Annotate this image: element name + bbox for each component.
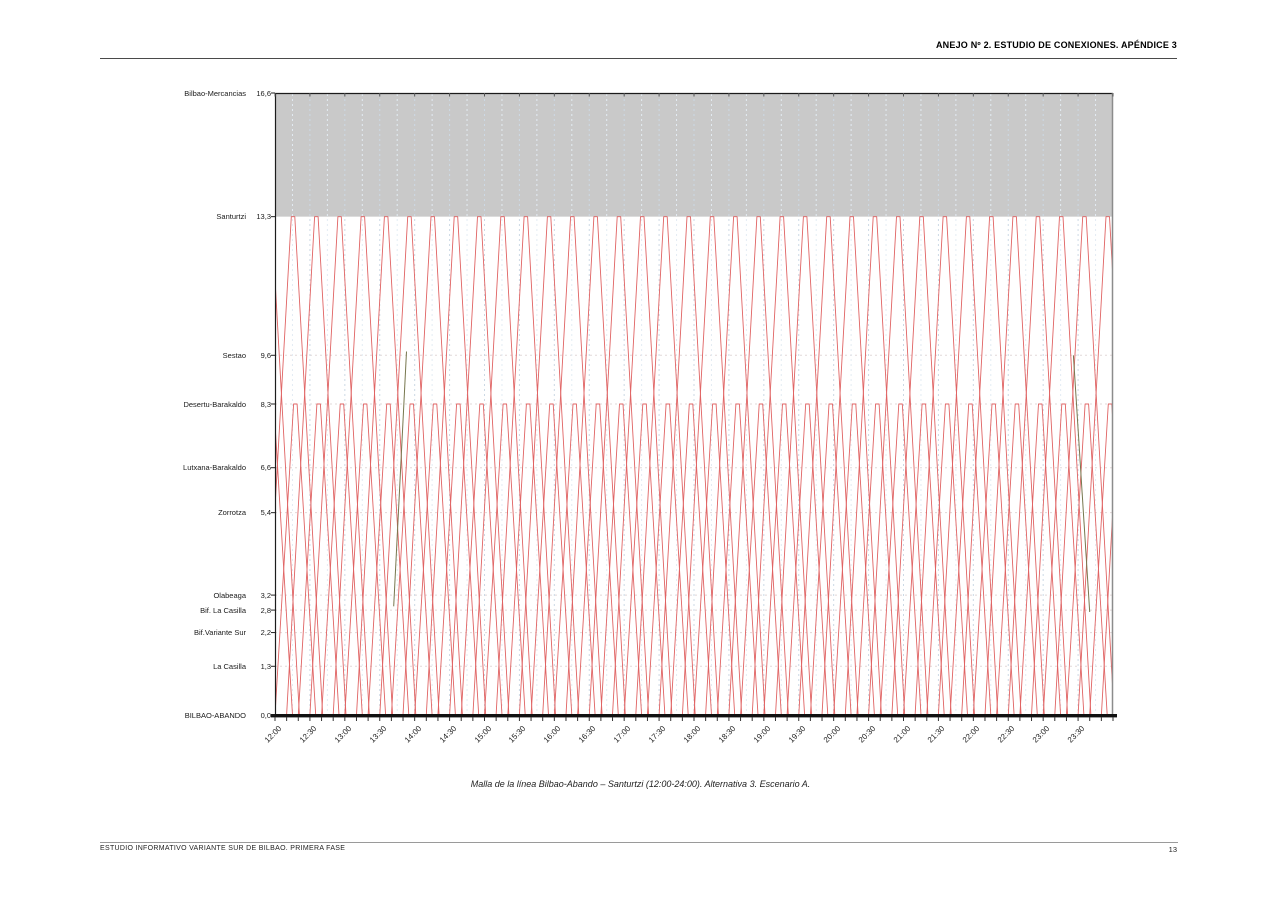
train-paths — [275, 216, 1184, 715]
station-name: Bif. La Casilla — [200, 605, 246, 615]
figure-caption: Malla de la línea Bilbao-Abando – Santur… — [470, 779, 811, 789]
station-km: 2,8 — [260, 605, 271, 615]
train-path — [670, 403, 712, 715]
header-rule — [100, 58, 1177, 59]
train-path — [949, 403, 992, 715]
footer-rule — [100, 842, 1178, 843]
station-name: Sestao — [222, 350, 246, 360]
train-path — [460, 403, 503, 715]
station-name: Bilbao-Mercancias — [184, 88, 246, 98]
other-train-path — [393, 351, 407, 607]
station-name: Lutxana-Barakaldo — [183, 463, 246, 473]
train-path — [484, 403, 526, 715]
train-path — [833, 403, 875, 715]
train-path — [414, 403, 456, 715]
station-km: 16,6 — [256, 88, 271, 98]
train-path — [577, 403, 619, 715]
station-km: 9,6 — [260, 350, 271, 360]
station-name: Bif.Variante Sur — [194, 628, 246, 638]
station-km: 1,3 — [260, 661, 271, 671]
other-train-path — [1072, 355, 1091, 613]
station-km: 8,3 — [260, 399, 271, 409]
train-path — [972, 403, 1015, 715]
train-path — [809, 403, 852, 715]
train-path — [390, 403, 433, 715]
train-path — [1136, 404, 1177, 715]
station-name: Olabeaga — [213, 590, 246, 600]
page-header: ANEJO Nº 2. ESTUDIO DE CONEXIONES. APÉND… — [935, 40, 1177, 50]
train-path — [1065, 403, 1108, 715]
train-path — [856, 403, 899, 715]
train-path — [275, 271, 300, 715]
station-name: Santurtzi — [216, 212, 246, 222]
station-name: BILBAO-ABANDO — [184, 710, 246, 720]
train-path — [926, 403, 968, 715]
footer-title: ESTUDIO INFORMATIVO VARIANTE SUR DE BILB… — [100, 845, 346, 852]
train-path — [275, 403, 317, 715]
train-path — [1125, 217, 1184, 715]
time-axis-line — [271, 714, 1117, 718]
train-path — [646, 403, 689, 715]
station-km: 5,4 — [260, 508, 271, 518]
train-path — [321, 403, 363, 715]
page-number: 13 — [1168, 845, 1177, 854]
train-path — [1042, 403, 1085, 715]
train-path — [1112, 707, 1113, 715]
train-path — [297, 403, 340, 715]
train-path — [786, 403, 829, 715]
train-path — [275, 416, 293, 715]
train-path — [740, 403, 782, 715]
train-path — [600, 403, 643, 715]
train-path — [437, 403, 480, 715]
station-km: 0,0 — [260, 710, 271, 720]
station-km: 13,3 — [256, 212, 271, 222]
train-path — [763, 403, 806, 715]
train-path — [996, 403, 1038, 715]
station-name: Desertu-Barakaldo — [183, 399, 246, 409]
station-km: 2,2 — [260, 628, 271, 638]
train-path — [693, 403, 736, 715]
station-km: 3,2 — [260, 590, 271, 600]
train-path — [903, 403, 945, 715]
station-name: Zorrotza — [218, 508, 246, 518]
train-path — [1089, 403, 1113, 715]
train-path — [1019, 403, 1062, 715]
train-path — [623, 403, 666, 715]
train-path — [507, 403, 549, 715]
train-path — [716, 403, 759, 715]
train-path — [879, 403, 922, 715]
station-name: La Casilla — [213, 661, 246, 671]
train-path — [530, 403, 573, 715]
train-path — [553, 403, 596, 715]
train-path — [344, 403, 387, 715]
train-path — [367, 403, 410, 715]
station-km: 6,6 — [260, 463, 271, 473]
